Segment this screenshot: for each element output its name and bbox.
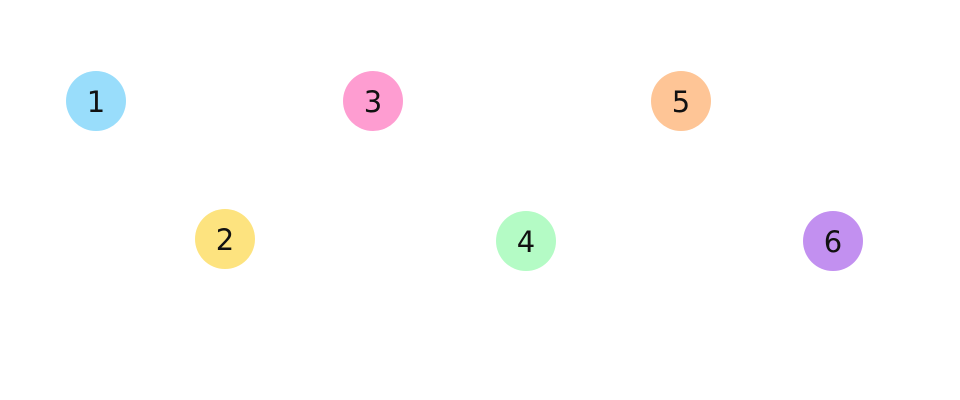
node-circle-6: 6	[803, 211, 863, 271]
node-circle-5: 5	[651, 71, 711, 131]
node-label-3: 3	[363, 84, 383, 119]
node-circle-4: 4	[496, 211, 556, 271]
node-circle-2: 2	[195, 209, 255, 269]
node-label-5: 5	[671, 84, 691, 119]
node-circle-3: 3	[343, 71, 403, 131]
node-label-4: 4	[516, 224, 536, 259]
node-label-1: 1	[86, 84, 106, 119]
node-label-6: 6	[823, 224, 843, 259]
node-label-2: 2	[215, 222, 235, 257]
node-circle-1: 1	[66, 71, 126, 131]
